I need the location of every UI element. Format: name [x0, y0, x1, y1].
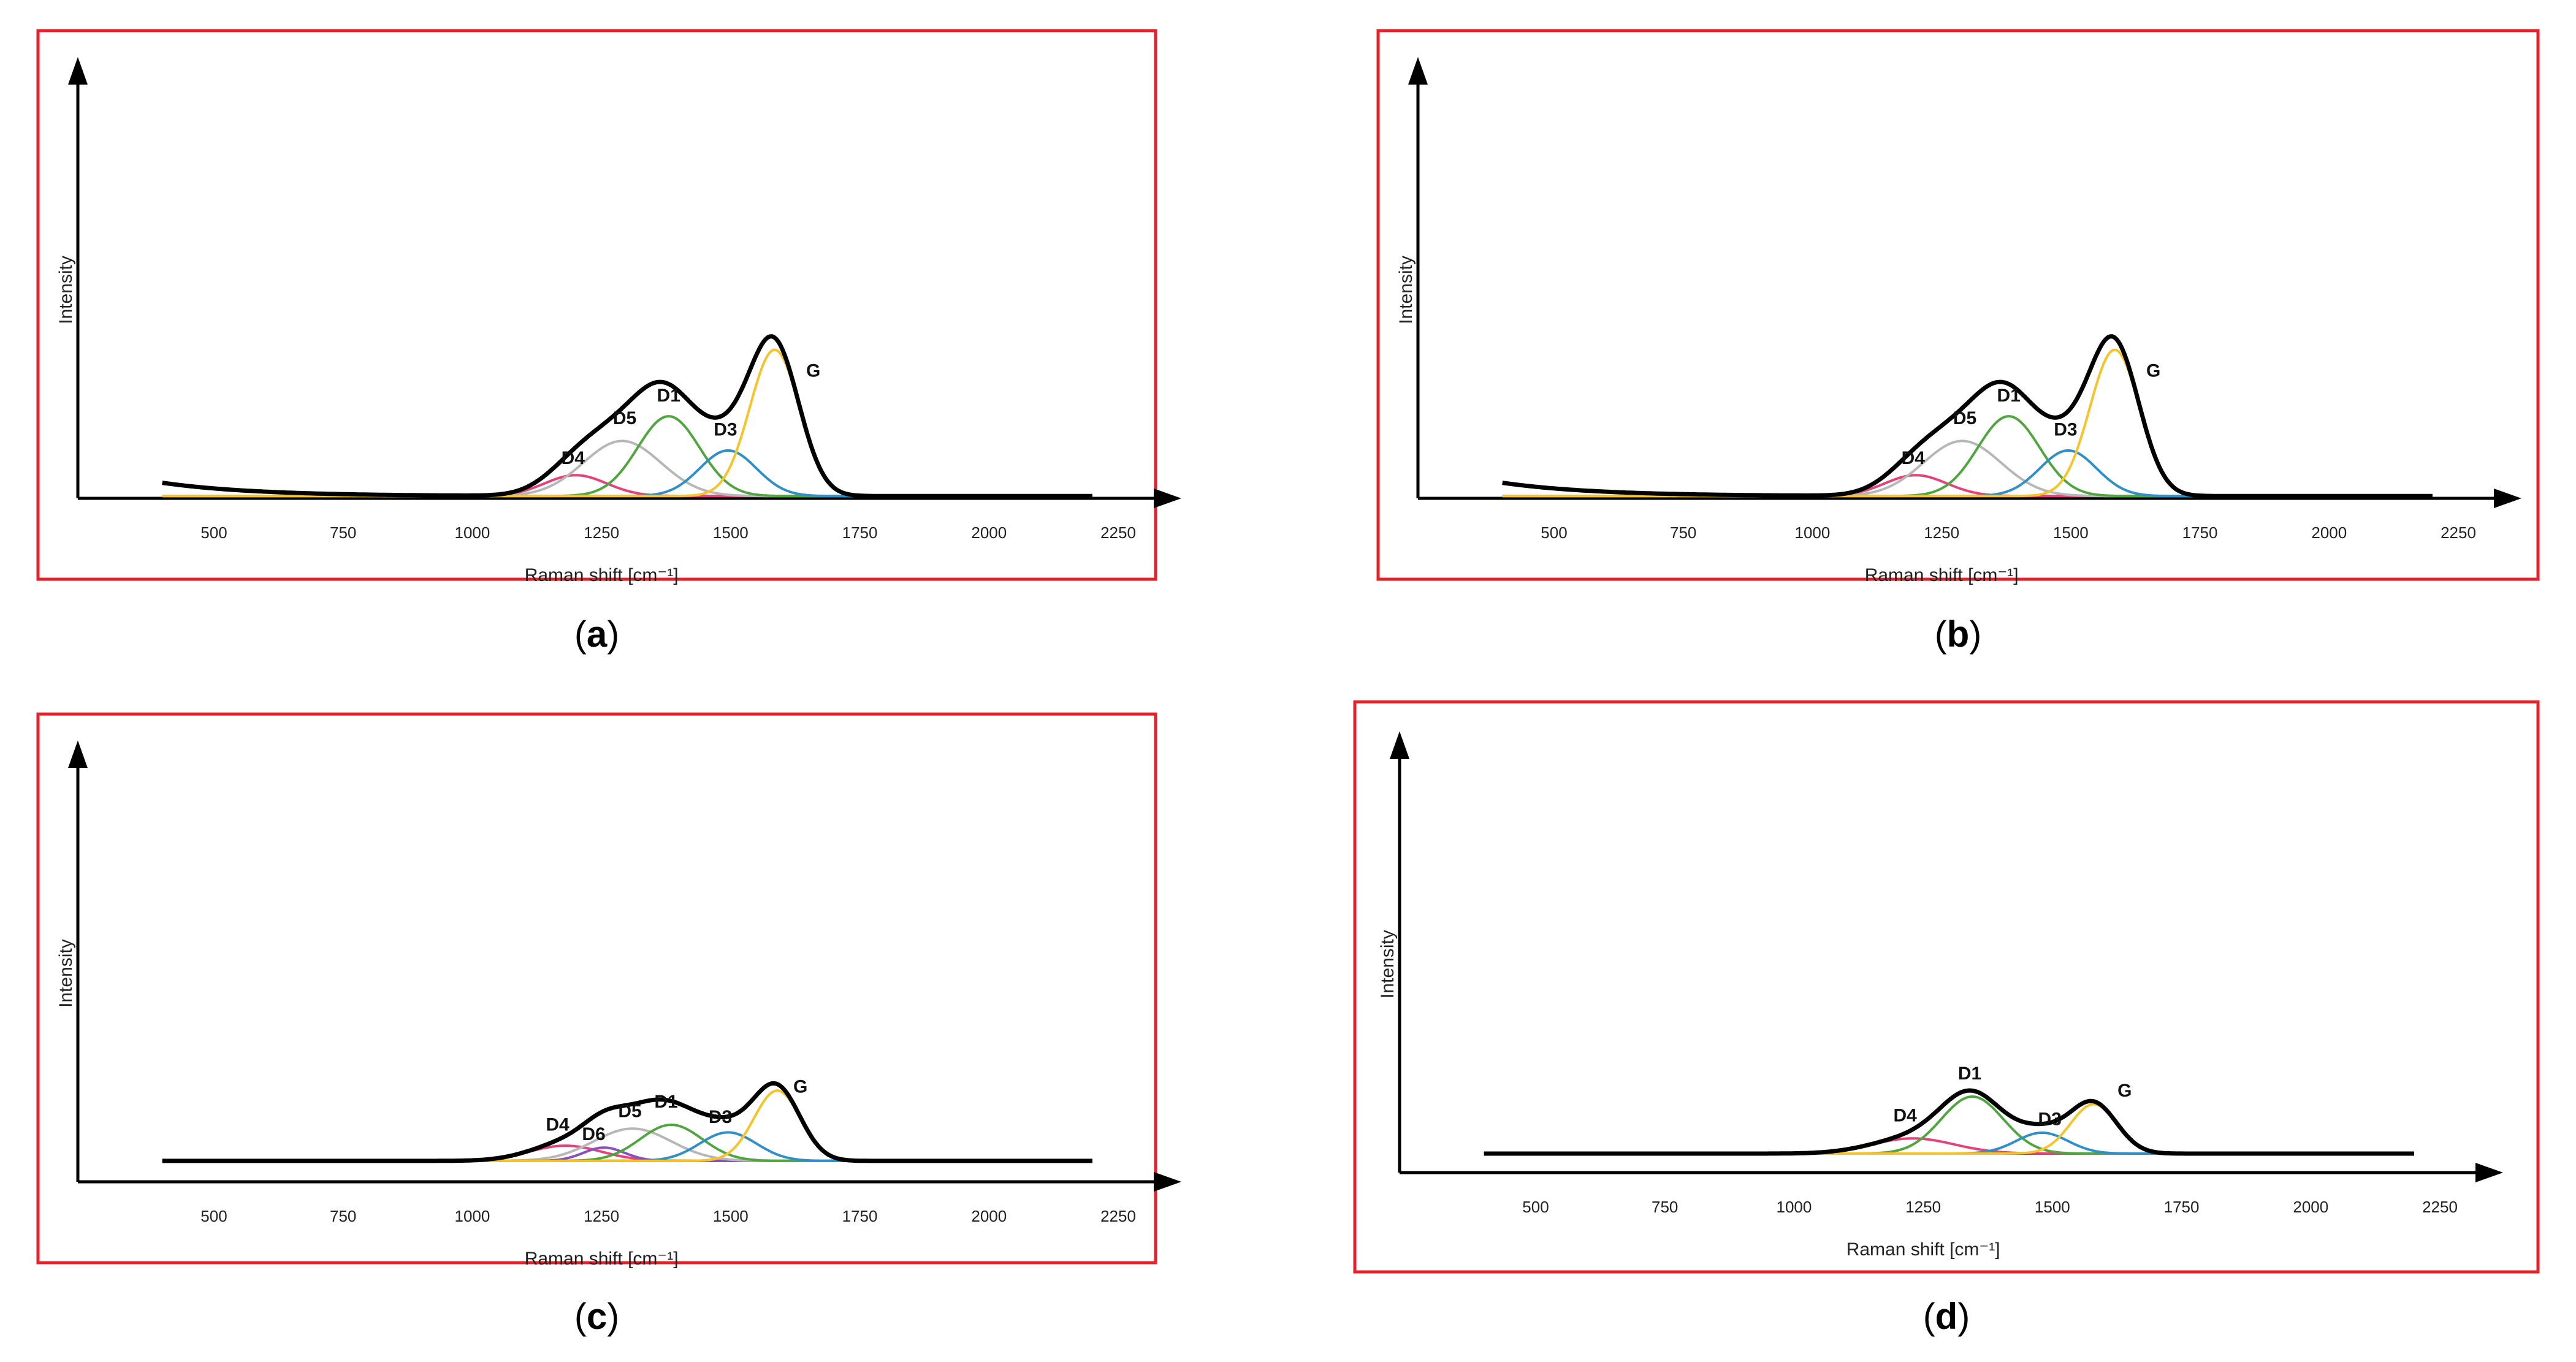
x-tick-label: 2000 [2293, 1198, 2328, 1216]
x-tick-label: 750 [1652, 1198, 1678, 1216]
y-axis-arrow [1390, 731, 1409, 759]
peak-label-d3: D3 [714, 420, 737, 440]
x-tick-label: 1750 [842, 1207, 878, 1225]
x-tick-label: 500 [1522, 1198, 1549, 1216]
y-axis-arrow [1408, 57, 1428, 85]
peak-label-d3: D3 [2054, 420, 2077, 440]
panel-caption: (c) [574, 1296, 619, 1337]
panel-frame [1353, 700, 2540, 1274]
x-tick-label: 750 [330, 1207, 356, 1225]
x-tick-label: 2000 [971, 523, 1007, 542]
peak-label-g: G [2146, 361, 2160, 381]
panel-c: 500 750 1000 1250 1500 1750 2000 2250 Raman shif… [36, 712, 1181, 1337]
peak-label-d1: D1 [1958, 1063, 1981, 1084]
peak-label-d5: D5 [1953, 408, 1976, 428]
peak-label-g: G [2117, 1081, 2132, 1101]
x-tick-label: 1250 [1905, 1198, 1941, 1216]
x-tick-label: 1250 [584, 1207, 619, 1225]
total-fit-curve [162, 1081, 1092, 1163]
peak-label-d4: D4 [1893, 1105, 1917, 1125]
component-d5 [162, 439, 1092, 498]
peak-label-d4: D4 [546, 1114, 570, 1135]
panel-frame [1376, 29, 2540, 581]
peak-label-d1: D1 [657, 386, 680, 406]
panel-frame [36, 29, 1157, 581]
panel-b: 500 750 1000 1250 1500 1750 2000 2250 Raman shif… [1376, 29, 2540, 655]
x-tick-label: 1000 [1777, 1198, 1812, 1216]
x-tick-label: 1000 [455, 1207, 490, 1225]
x-tick-label: 1500 [713, 523, 749, 542]
x-tick-label: 1750 [2182, 523, 2218, 542]
x-tick-label: 1000 [1795, 523, 1831, 542]
x-axis-label: Raman shift [cm⁻¹] [1846, 1239, 2000, 1260]
x-axis-label: Raman shift [cm⁻¹] [1865, 565, 2019, 585]
x-tick-label: 1250 [584, 523, 619, 542]
x-tick-label: 1000 [455, 523, 490, 542]
x-tick-label: 2250 [1100, 1207, 1136, 1225]
panel-a: 500 750 1000 1250 1500 1750 2000 2250 Raman shif… [36, 29, 1181, 655]
component-d1 [162, 1123, 1092, 1162]
x-axis-arrow [1154, 489, 1181, 508]
x-tick-label: 500 [200, 1207, 227, 1225]
x-axis-label: Raman shift [cm⁻¹] [525, 1249, 679, 1269]
y-axis-arrow [68, 740, 88, 768]
component-d5 [162, 1127, 1092, 1162]
x-tick-label: 2250 [1100, 523, 1136, 542]
x-tick-label: 750 [330, 523, 356, 542]
peak-label-d3: D3 [709, 1107, 732, 1127]
y-axis-arrow [68, 57, 88, 85]
x-axis-label: Raman shift [cm⁻¹] [525, 565, 679, 585]
y-axis-label: Intensity [56, 256, 76, 324]
peak-label-g: G [806, 361, 820, 381]
panel-caption: (b) [1935, 614, 1982, 655]
x-axis-arrow [2494, 489, 2521, 508]
peak-label-d5: D5 [618, 1101, 641, 1122]
x-tick-label: 500 [1541, 523, 1567, 542]
x-tick-label: 2250 [2441, 523, 2476, 542]
x-tick-label: 1250 [1924, 523, 1959, 542]
component-d3 [162, 449, 1092, 498]
x-tick-label: 1500 [2053, 523, 2089, 542]
x-tick-label: 1750 [842, 523, 878, 542]
component-d1 [1484, 1095, 2414, 1155]
x-tick-label: 2250 [2422, 1198, 2458, 1216]
x-tick-label: 1750 [2164, 1198, 2200, 1216]
panel-caption: (d) [1923, 1296, 1970, 1337]
panel-d: 500 750 1000 1250 1500 1750 2000 2250 Raman shif… [1353, 700, 2540, 1337]
peak-label-d4: D4 [1902, 448, 1926, 468]
x-tick-label: 2000 [2311, 523, 2347, 542]
peak-label-d1: D1 [1997, 386, 2021, 406]
total-fit-curve [1484, 1088, 2414, 1156]
total-fit-curve [162, 334, 1092, 498]
peak-label-d1: D1 [654, 1092, 677, 1112]
total-fit-curve [1502, 334, 2433, 498]
component-d5 [1502, 439, 2433, 498]
y-axis-label: Intensity [1378, 930, 1398, 999]
panel-caption: (a) [574, 614, 619, 655]
x-tick-label: 2000 [971, 1207, 1007, 1225]
y-axis-label: Intensity [1396, 256, 1416, 324]
component-d4 [1484, 1137, 2414, 1155]
peak-label-g: G [793, 1076, 807, 1097]
x-tick-label: 1500 [713, 1207, 749, 1225]
panel-frame [36, 712, 1157, 1265]
peak-label-d6: D6 [582, 1124, 605, 1144]
x-axis-arrow [2475, 1163, 2503, 1182]
peak-label-d3: D3 [2038, 1109, 2061, 1130]
x-axis-arrow [1154, 1172, 1181, 1192]
peak-label-d5: D5 [613, 408, 636, 428]
peak-label-d4: D4 [562, 448, 585, 468]
x-tick-label: 750 [1670, 523, 1696, 542]
y-axis-label: Intensity [56, 939, 76, 1008]
x-tick-label: 500 [200, 523, 227, 542]
component-d3 [1502, 449, 2433, 498]
x-tick-label: 1500 [2035, 1198, 2070, 1216]
